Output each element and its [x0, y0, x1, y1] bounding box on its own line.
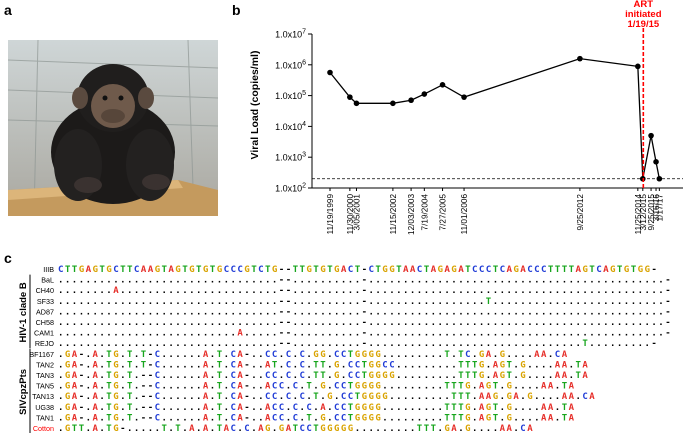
sequence-name: IIIB [43, 265, 54, 274]
sequence-string: .GA-.A.TG.T.--C......A.T.CA-..CC.C.C.TT.… [58, 371, 588, 381]
sequence-string: .GA-.A.TG.T.T-C......A.T.CA-..CC.C.C.GG.… [58, 350, 568, 360]
y-tick-labels: 1.0x107 1.0x106 1.0x105 1.0x104 1.0x103 1.0x1… [275, 29, 306, 194]
data-point [656, 175, 663, 182]
art-annotation-text: initiated [625, 9, 662, 20]
x-tick-label: 1/17/17 [655, 194, 664, 222]
x-tick-label: 9/25/2012 [576, 194, 585, 231]
y-tick-label: 1.0x103 [275, 152, 306, 163]
sequence-name: TAN5 [36, 382, 54, 391]
sequence-name: CH40 [36, 286, 54, 295]
sequence-string: ................................--......… [58, 318, 671, 328]
viral-load-chart: Viral Load (copies/ml) 1.0x1071.0x1061.0… [249, 0, 683, 235]
sequence-string: .GA-.A.TG.T.--C......A.T.CA-..ACC.C.C.A.… [58, 403, 575, 413]
sequence-string: .GA-.A.TG.T.T-C......A.T.CA-..AT.C.C.TT.… [58, 360, 588, 370]
data-point [653, 159, 659, 165]
sequence-string: .GTT.A.TG-.....T.T.A.A.TAC.C.AG.GATCCTGG… [58, 424, 533, 434]
sequence-string: .GA-.A.TG.T.--C......A.T.CA-..ACC.C.T.G.… [58, 413, 575, 423]
sequence-string: .GA-.A.TG.T.--C......A.T.CA-..CC.C.C.T.G… [58, 392, 595, 402]
sequence-string: CTTGAGTGCTTCAAGTAGTGTGTGCCCGTCTG--TTGTGT… [58, 264, 657, 275]
data-point [461, 94, 467, 100]
x-tick-label: 7/19/2004 [420, 194, 429, 231]
sequence-name: TAN1 [36, 413, 54, 422]
sequence-name: CH58 [36, 318, 54, 327]
x-tick-label: 12/03/2003 [407, 194, 416, 235]
sequence-string: ................................--......… [58, 307, 671, 317]
sequence-alignment: IIIB CTTGAGTGCTTCAAGTAGTGTGTGCCCGTCTG--TT… [18, 264, 671, 434]
x-tick-label: 3/05/2001 [352, 194, 361, 231]
sequence-name: TAN13 [32, 392, 54, 401]
data-point [635, 63, 641, 70]
data-point [648, 132, 654, 139]
panel-label-c: c [4, 250, 12, 266]
sequence-name: Cotton [33, 424, 54, 433]
x-tick-label: 3/16/16 [652, 194, 661, 222]
sequence-name: TAN2 [36, 360, 54, 369]
sequence-name: UG38 [35, 403, 54, 412]
chart-axes [308, 33, 683, 191]
sequence-string: ................................--......… [58, 297, 671, 307]
x-tick-label: 11/25/2014 [634, 194, 643, 235]
data-point [421, 91, 428, 97]
sequence-name: AD87 [36, 307, 54, 316]
sequence-name: REJO [35, 339, 55, 348]
x-tick-label: 11/19/1999 [326, 194, 335, 235]
viral-load-line [329, 57, 660, 179]
sequence-string: ................................--......… [58, 339, 657, 349]
sequence-name: SF33 [37, 297, 54, 306]
sequence-name: BaL [41, 276, 54, 285]
sequence-string: ........A.......................--......… [58, 286, 671, 296]
x-tick-label: 7/27/2005 [439, 194, 448, 231]
data-point [327, 69, 333, 76]
data-point [353, 100, 360, 107]
x-tick-label: 9/25/2015 [647, 194, 656, 231]
data-point [439, 82, 446, 88]
y-tick-label: 1.0x106 [275, 59, 306, 70]
x-tick-label: 11/15/2002 [389, 194, 398, 235]
data-point [347, 94, 353, 100]
x-tick-label: 11/30/2000 [346, 194, 355, 235]
chimpanzee-photo [8, 40, 218, 216]
y-tick-label: 1.0x105 [275, 90, 306, 101]
sequence-name: BF1167 [29, 350, 54, 359]
sequence-string: ................................--......… [58, 276, 671, 286]
chart-series [327, 55, 663, 182]
data-point [408, 97, 414, 104]
y-tick-label: 1.0x104 [275, 121, 306, 132]
art-annotation-text: 1/19/15 [627, 19, 659, 30]
data-point [390, 100, 396, 107]
y-axis-label: Viral Load (copies/ml) [249, 51, 261, 160]
sequence-name: CAM1 [34, 329, 54, 338]
panel-label-b: b [232, 2, 241, 18]
group-label: SIVcpzPts [18, 369, 29, 415]
data-point [577, 55, 583, 62]
art-annotation-text: ART [634, 0, 654, 10]
sequence-string: .GA-.A.TG.T.--C......A.T.CA-..ACC.C.T.G.… [58, 382, 575, 392]
panel-label-a: a [4, 2, 12, 18]
x-tick-label: 11/01/2006 [460, 194, 469, 235]
sequence-name: TAN3 [36, 371, 54, 380]
y-tick-label: 1.0x107 [275, 29, 306, 40]
group-label: HIV-1 clade B [18, 282, 29, 342]
sequence-string: ..........................A.....--......… [58, 329, 671, 339]
y-tick-label: 1.0x102 [275, 183, 306, 194]
x-tick-label: 3/12/2015 [639, 194, 648, 231]
